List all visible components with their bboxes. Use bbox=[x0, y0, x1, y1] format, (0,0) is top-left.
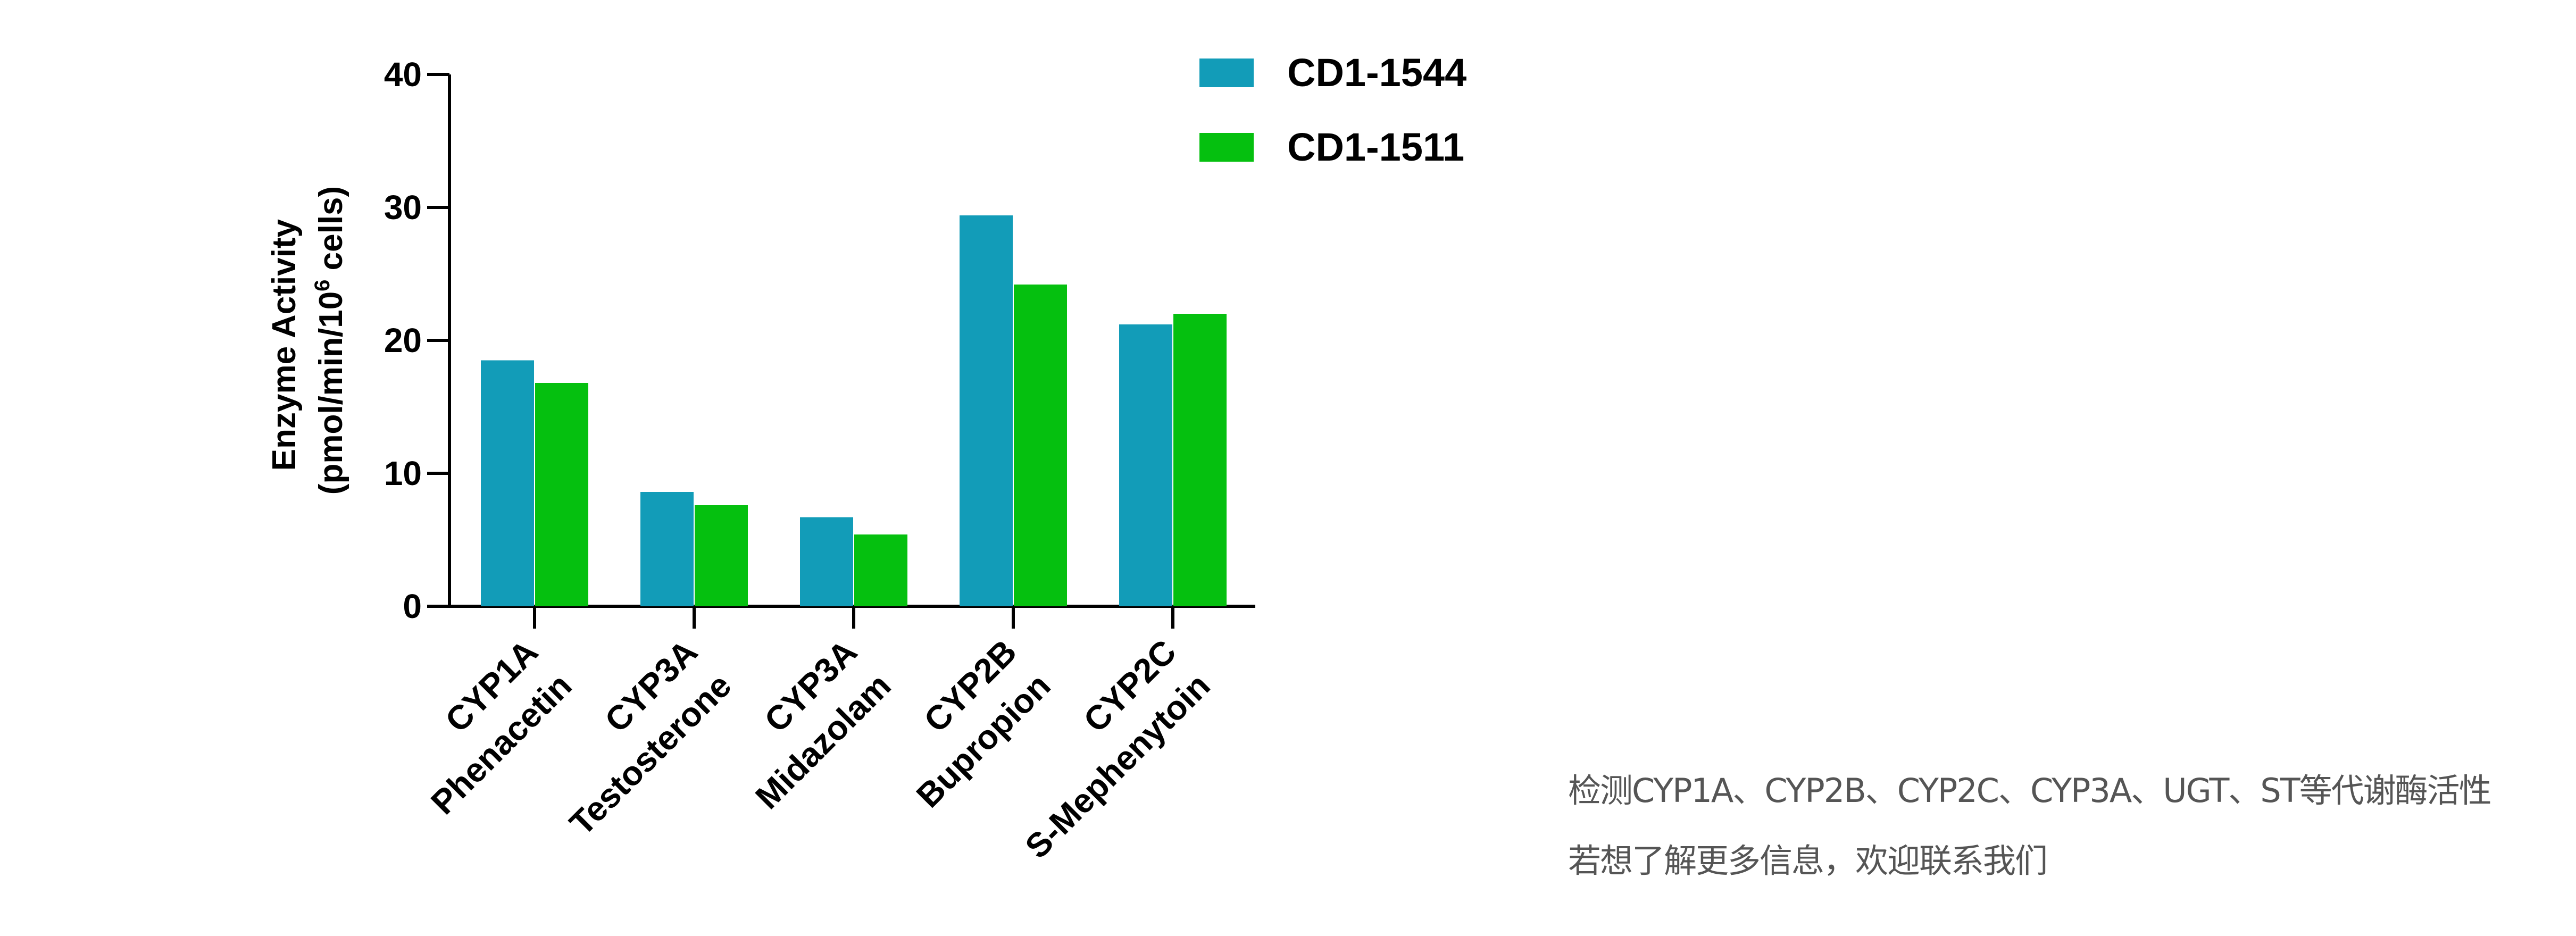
y-axis: 0 10 20 30 40 bbox=[384, 55, 451, 625]
y-axis-label: Enzyme Activity (pmol/min/106 cells) bbox=[266, 186, 349, 495]
y-axis-label-line1: Enzyme Activity bbox=[266, 219, 303, 471]
y-tick-label: 10 bbox=[384, 454, 422, 492]
y-tick-label: 40 bbox=[384, 55, 422, 94]
bar-cd1-1511-1 bbox=[695, 505, 748, 606]
y-axis-label-unit-suffix: cells) bbox=[313, 186, 349, 280]
y-tick-label: 30 bbox=[384, 188, 422, 227]
legend-swatch bbox=[1199, 59, 1254, 87]
y-axis-label-unit-superscript: 6 bbox=[311, 280, 334, 291]
bar-cd1-1544-4 bbox=[1119, 324, 1172, 606]
legend-label: CD1-1511 bbox=[1287, 125, 1464, 169]
legend-swatch bbox=[1199, 133, 1254, 162]
bar-cd1-1511-0 bbox=[535, 383, 588, 606]
bars bbox=[481, 215, 1227, 606]
bar-cd1-1511-4 bbox=[1173, 314, 1227, 606]
note-line-2: 若想了解更多信息，欢迎联系我们 bbox=[1568, 841, 2048, 880]
bar-cd1-1511-3 bbox=[1014, 285, 1067, 606]
legend-label: CD1-1544 bbox=[1287, 51, 1466, 95]
y-axis-label-line2: (pmol/min/106 cells) bbox=[311, 186, 349, 495]
bar-cd1-1544-0 bbox=[481, 360, 534, 606]
legend: CD1-1544 CD1-1511 bbox=[1199, 51, 1466, 169]
bar-cd1-1511-2 bbox=[854, 534, 907, 606]
y-tick-label: 20 bbox=[384, 321, 422, 360]
y-tick-label: 0 bbox=[403, 587, 422, 625]
bar-cd1-1544-1 bbox=[640, 492, 694, 606]
x-axis bbox=[448, 605, 1255, 629]
bar-cd1-1544-2 bbox=[800, 517, 853, 606]
y-axis-label-unit-prefix: (pmol/min/10 bbox=[313, 291, 349, 495]
bar-cd1-1544-3 bbox=[960, 215, 1013, 606]
note-line-1: 检测CYP1A、CYP2B、CYP2C、CYP3A、UGT、ST等代谢酶活性 bbox=[1568, 771, 2492, 810]
